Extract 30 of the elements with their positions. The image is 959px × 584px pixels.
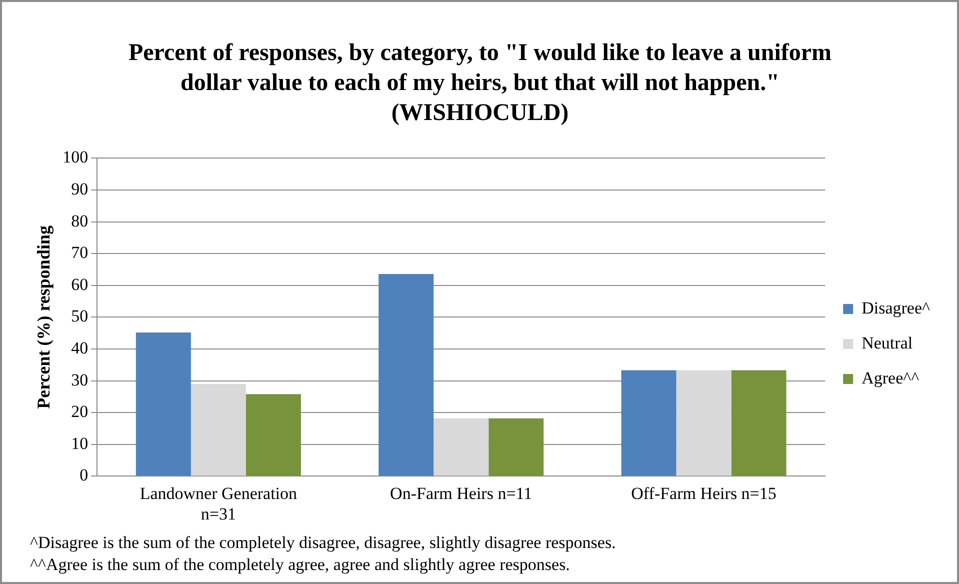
bar	[190, 384, 246, 476]
x-tick-label: Landowner Generation n=31	[140, 484, 298, 524]
legend-label: Disagree^	[862, 298, 930, 318]
y-axis-title: Percent (%) responding	[33, 226, 54, 409]
text: ^Disagree is the sum of the completely disagree, disagree, slightly disagree responses.	[30, 532, 616, 554]
y-tick-label: 100	[62, 148, 88, 167]
y-tick-label: 60	[71, 274, 88, 294]
y-tick-label: 30	[71, 370, 88, 390]
y-tick-label: 90	[71, 179, 88, 198]
bar	[676, 370, 732, 476]
bar	[621, 370, 676, 476]
y-tick-label: 50	[71, 306, 88, 326]
x-tick-label: Off-Farm Heirs n=15	[631, 484, 776, 503]
chart-title: Percent of responses, by category, to "I would like to leave a uniform dollar value to each of my heirs, but that will not happen." (WISHIOCULD)	[127, 39, 833, 128]
bar	[246, 394, 301, 476]
y-tick-label: 80	[71, 211, 88, 230]
text: ^^Agree is the sum of the completely agree, agree and slightly agree responses.	[30, 554, 571, 576]
bar	[136, 332, 191, 476]
y-tick-label: 20	[71, 402, 88, 422]
legend-label: Neutral	[862, 333, 913, 352]
legend-label: Agree^^	[862, 368, 920, 388]
y-tick-label: 70	[71, 243, 88, 262]
bar	[488, 418, 544, 476]
bar	[378, 274, 434, 476]
y-tick-label: 10	[71, 434, 88, 453]
y-tick-label: 40	[71, 338, 88, 358]
y-tick-label: 0	[80, 466, 88, 485]
bar	[434, 418, 489, 476]
bar	[731, 370, 786, 476]
x-tick-label: On-Farm Heirs n=11	[390, 484, 532, 503]
